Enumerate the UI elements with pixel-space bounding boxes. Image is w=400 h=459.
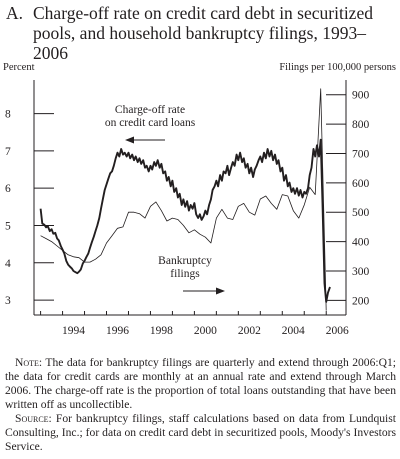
source-label: Source: xyxy=(15,412,52,425)
bankruptcy-label-line: filings xyxy=(170,268,200,280)
left-tick-label: 5 xyxy=(5,220,11,232)
plot-frame xyxy=(33,80,347,316)
title-line-1: Charge-off rate on credit card debt in s… xyxy=(33,3,373,23)
chargeoff-label-line: on credit card loans xyxy=(105,117,196,129)
right-axis-unit-label: Filings per 100,000 persons xyxy=(279,62,396,73)
left-axis: 3 4 5 6 7 8 xyxy=(5,109,54,307)
note-text: The data for bankruptcy filings are quar… xyxy=(5,356,396,411)
left-axis-unit-label: Percent xyxy=(3,62,35,73)
series-layer xyxy=(39,88,331,311)
x-tick-label: 2002 xyxy=(238,325,261,337)
chart-notes: Note: The data for bankruptcy filings ar… xyxy=(5,356,396,454)
source-paragraph: Source: For bankruptcy filings, staff ca… xyxy=(5,412,396,454)
x-tick-label: 2006 xyxy=(326,325,349,337)
bankruptcy-series-line xyxy=(40,88,327,311)
left-tick-label: 4 xyxy=(5,258,11,270)
note-label: Note: xyxy=(15,356,43,369)
bankruptcy-arrow-head xyxy=(216,287,225,295)
x-tick-label: 1998 xyxy=(150,325,173,337)
right-tick-label: 800 xyxy=(352,119,370,131)
right-tick-label: 500 xyxy=(352,207,370,219)
chargeoff-label-line: Charge-off rate xyxy=(115,104,185,116)
bankruptcy-label-line: Bankruptcy xyxy=(158,255,212,267)
right-axis: 200 300 400 500 600 700 800 900 xyxy=(326,90,370,307)
x-tick-label: 2004 xyxy=(282,325,305,337)
panel-letter: A. xyxy=(6,3,24,23)
right-tick-label: 300 xyxy=(352,266,370,278)
left-tick-label: 3 xyxy=(5,295,11,307)
x-axis: 1994 1996 1998 2000 2002 2004 2006 xyxy=(40,311,349,337)
x-tick-label: 2000 xyxy=(194,325,217,337)
line-chart: Percent Filings per 100,000 persons 3 4 5 6… xyxy=(3,62,396,337)
right-tick-label: 600 xyxy=(352,178,370,190)
right-tick-label: 700 xyxy=(352,148,370,160)
chargeoff-series-line xyxy=(39,138,331,303)
right-tick-label: 900 xyxy=(352,90,370,102)
chargeoff-arrow-head xyxy=(125,136,134,144)
left-tick-label: 6 xyxy=(5,183,11,195)
left-tick-label: 7 xyxy=(5,146,11,158)
right-tick-label: 400 xyxy=(352,237,370,249)
left-tick-label: 8 xyxy=(5,109,11,121)
right-tick-label: 200 xyxy=(352,295,370,307)
title-line-2: pools, and household bankruptcy filings,… xyxy=(33,23,366,63)
source-text: For bankruptcy filings, staff calculatio… xyxy=(5,412,396,453)
note-paragraph: Note: The data for bankruptcy filings ar… xyxy=(5,356,396,412)
x-tick-label: 1996 xyxy=(106,325,129,337)
x-tick-label: 1994 xyxy=(62,325,85,337)
